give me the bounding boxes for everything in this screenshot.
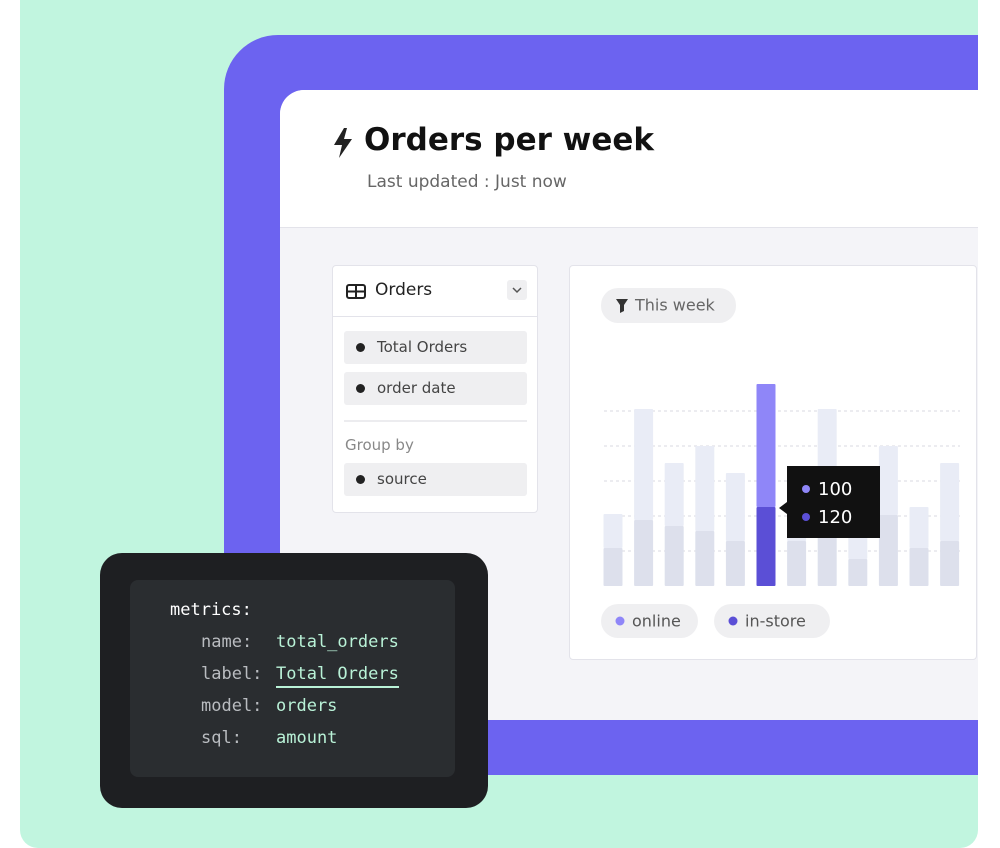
bar-segment: [664, 463, 684, 526]
field[interactable]: Total Orders: [344, 331, 527, 364]
bar-segment: [695, 531, 715, 586]
chart: This week 100 120 online in-store: [601, 288, 960, 638]
legend-pill[interactable]: [714, 604, 830, 638]
bar-segment: [725, 541, 745, 586]
group-label: Group by: [345, 436, 414, 454]
bar-segment: [940, 463, 960, 541]
chart-card: This week 100 120 online in-store: [569, 265, 977, 660]
legend-swatch: [615, 616, 625, 626]
bar-segment: [695, 446, 715, 531]
legend-label: in-store: [745, 612, 806, 631]
tooltip-dot: [802, 485, 810, 493]
bar-segment: [909, 507, 929, 548]
bar-segment: [909, 548, 929, 586]
bar-segment: [725, 473, 745, 541]
code-key: name:: [201, 632, 253, 652]
code-value: amount: [276, 728, 338, 748]
code-value: Total Orders: [276, 664, 399, 688]
tooltip-value: 120: [818, 507, 852, 528]
code-block: metrics: name: total_orders label: Total Ord…: [130, 580, 455, 777]
bar-segment: [634, 409, 654, 520]
field-panel: Orders Total Orders order date Group by …: [332, 265, 538, 513]
bar-segment: [756, 384, 776, 507]
filter-icon: [616, 299, 628, 313]
title: Orders per week: [364, 122, 654, 158]
legend-label: online: [632, 612, 681, 631]
bar-segment: [787, 541, 807, 586]
filter-label: This week: [634, 296, 716, 315]
code-key: model:: [201, 696, 263, 716]
tooltip-dot: [802, 513, 810, 521]
code-window: metrics: name: total_orders label: Total Ord…: [100, 553, 488, 808]
table-icon: [346, 284, 366, 299]
bar-segment: [664, 526, 684, 586]
field[interactable]: order date: [344, 372, 527, 405]
field[interactable]: source: [344, 463, 527, 496]
legend-swatch: [728, 616, 738, 626]
subtitle: Last updated : Just now: [367, 172, 567, 192]
bar-segment: [878, 515, 898, 586]
bar-segment: [603, 548, 623, 586]
legend-pill[interactable]: [601, 604, 698, 638]
tooltip-value: 100: [818, 479, 852, 500]
code-key: metrics:: [170, 600, 252, 620]
dashboard: Orders per week Last updated : Just now …: [280, 90, 978, 720]
bar-segment: [878, 446, 898, 515]
panel-title: Orders: [375, 280, 433, 300]
bar-segment: [603, 514, 623, 548]
bar-segment: [848, 559, 868, 586]
code-value: orders: [276, 696, 338, 716]
filter-pill[interactable]: [601, 288, 736, 323]
code-key: label:: [201, 664, 263, 684]
bar-segment: [756, 507, 776, 586]
code-value: total_orders: [276, 632, 399, 652]
code-key: sql:: [201, 728, 242, 748]
bar-segment: [940, 541, 960, 586]
header: Orders per week Last updated : Just now: [280, 90, 978, 228]
bolt-icon: [334, 128, 352, 158]
bar-segment: [634, 520, 654, 586]
dropdown[interactable]: [507, 280, 527, 300]
